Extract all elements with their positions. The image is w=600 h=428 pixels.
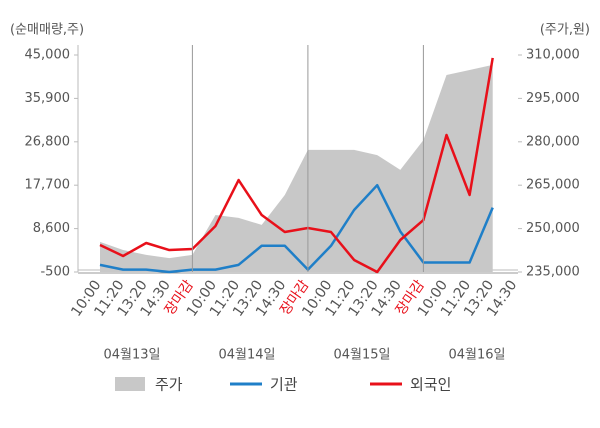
legend-item: 주가 [115, 376, 183, 394]
y-tick-label: 26,800 [25, 134, 71, 149]
y-tick-label: -500 [40, 265, 70, 280]
y2-tick-label: 295,000 [526, 91, 580, 106]
y2-tick-label: 280,000 [526, 134, 580, 149]
y-tick-label: 17,700 [25, 178, 71, 193]
price-area [100, 64, 493, 272]
series-line [99, 57, 494, 274]
legend-item: 기관 [230, 376, 298, 394]
day-label: 04월14일 [218, 348, 275, 363]
y2-axis-label: (주가,원) [540, 23, 590, 38]
y-axis-label: (순매매량,주) [10, 23, 84, 38]
day-label: 04월15일 [333, 348, 390, 363]
day-label: 04월16일 [448, 348, 505, 363]
y2-tick-label: 235,000 [526, 265, 580, 280]
y2-tick-label: 265,000 [526, 178, 580, 193]
day-label: 04월13일 [103, 348, 160, 363]
legend-label: 주가 [155, 376, 183, 394]
y-tick-label: 35,900 [25, 91, 71, 106]
series-line [99, 183, 494, 274]
legend-item: 외국인 [370, 376, 451, 394]
y2-tick-label: 250,000 [526, 221, 580, 236]
legend-swatch [115, 377, 145, 391]
legend-label: 외국인 [410, 376, 451, 394]
plot [99, 57, 494, 274]
y2-tick-label: 310,000 [526, 48, 580, 63]
y-tick-label: 8,600 [33, 221, 70, 236]
legend-label: 기관 [270, 376, 298, 394]
y-tick-label: 45,000 [25, 48, 71, 63]
